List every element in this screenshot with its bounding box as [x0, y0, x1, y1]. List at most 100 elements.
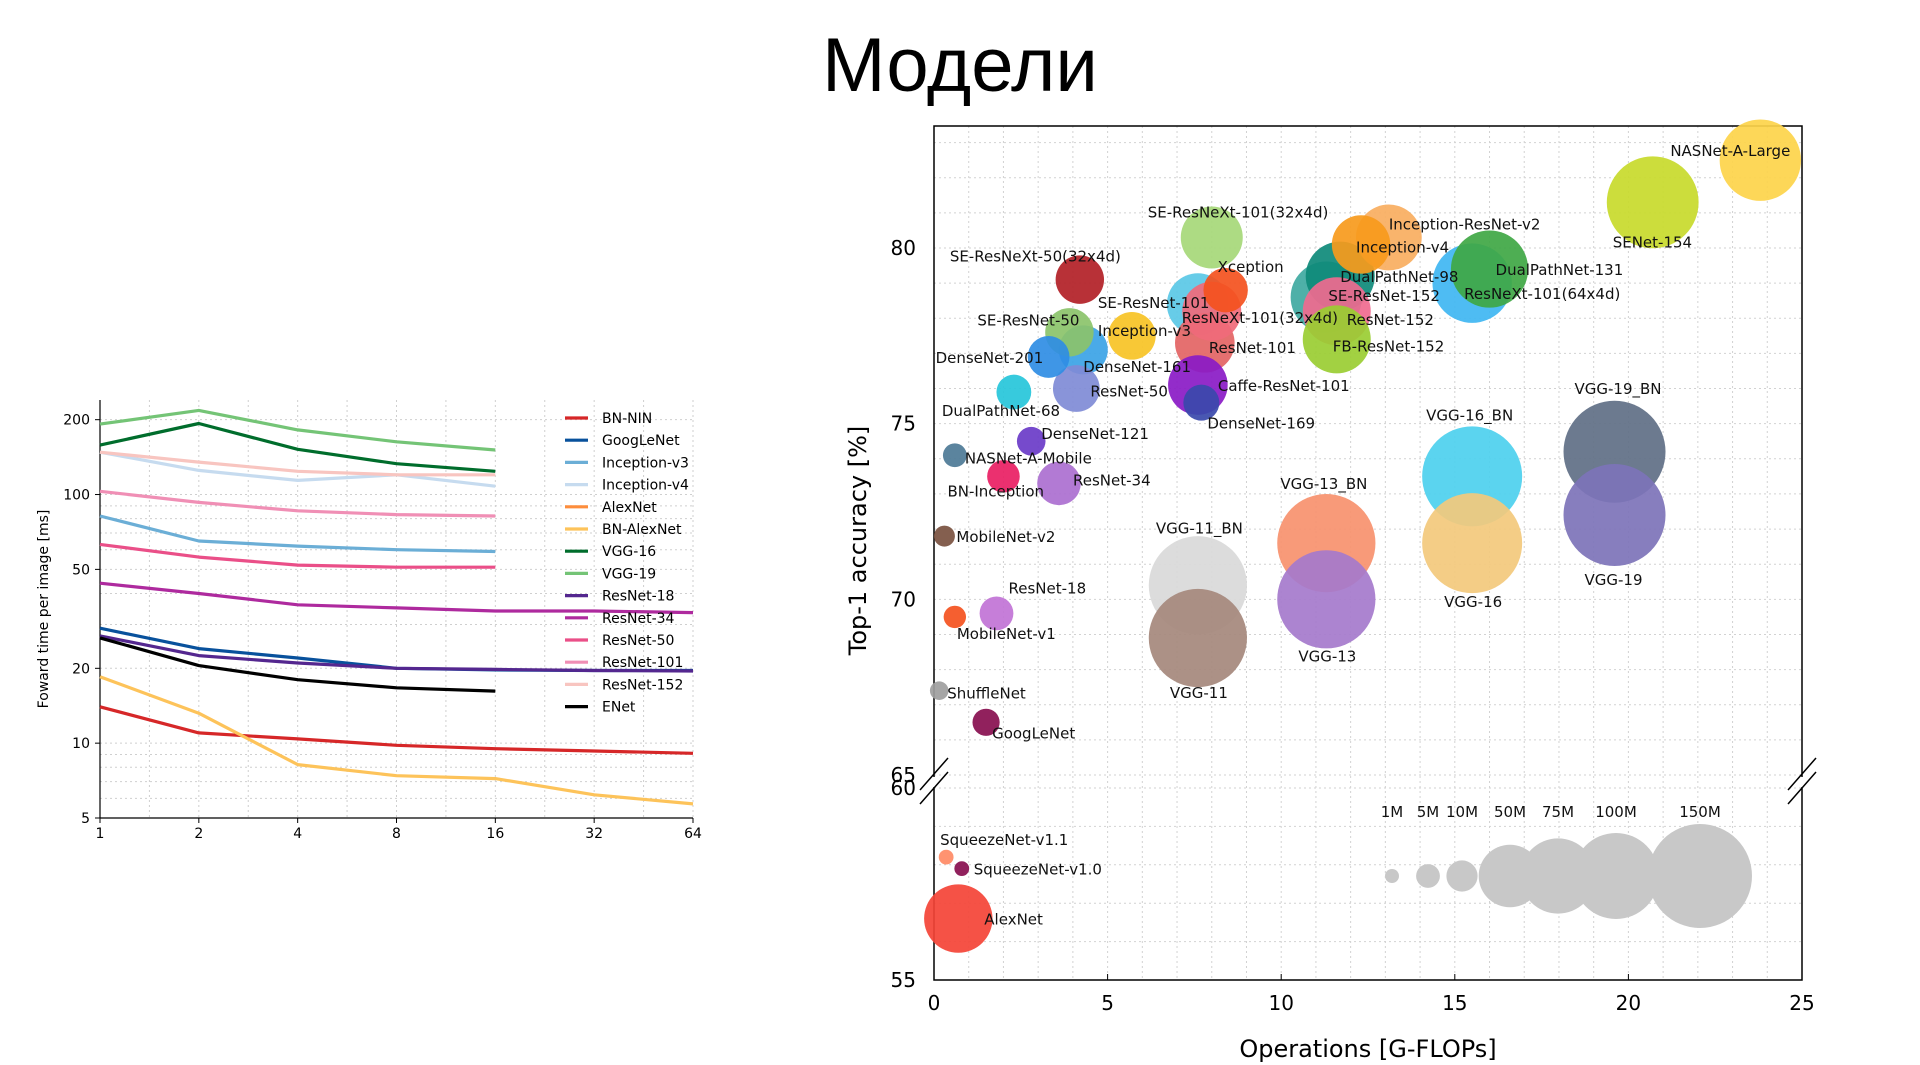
bubble-vgg-16: [1422, 493, 1523, 594]
legend-label-alexnet: AlexNet: [602, 500, 657, 516]
left-x-tick-label: 64: [684, 826, 702, 842]
legend-label-vgg-16: VGG-16: [602, 544, 656, 560]
page-title: Модели: [822, 23, 1098, 108]
bubble-mobilenet-v2: [933, 525, 955, 547]
series-line-resnet-18: [99, 634, 694, 673]
bubble-label-alexnet: AlexNet: [984, 911, 1043, 929]
right-x-tick-label: 10: [1268, 991, 1293, 1015]
bubble-nasnet-a-mobile: [942, 443, 967, 468]
right-x-axis-label: Operations [G-FLOPs]: [1239, 1035, 1496, 1063]
bubble-resnet-34: [1037, 461, 1081, 506]
bubble-label-bn-inception: BN-Inception: [947, 482, 1044, 500]
legend-label-resnet-18: ResNet-18: [602, 589, 674, 605]
bubble-senet-154: [1606, 156, 1699, 249]
right-y-axis-label: Top-1 accuracy [%]: [844, 426, 872, 657]
size-legend-label-100m: 100M: [1595, 803, 1637, 821]
legend-label-inception-v3: Inception-v3: [602, 455, 689, 471]
bubble-label-dualpathnet-68: DualPathNet-68: [942, 402, 1060, 420]
bubble-label-resnet-152: ResNet-152: [1347, 311, 1434, 329]
legend-label-resnet-152: ResNet-152: [602, 677, 683, 693]
size-legend-label-10m: 10M: [1446, 803, 1478, 821]
forward-time-line-chart: 1 2 4 8 16 32 64 5 10 20 50 100 200 Foward time per i…: [36, 400, 702, 842]
bubble-label-vgg-16: VGG-16: [1444, 593, 1502, 611]
right-bubble-labels: NASNet-A-Large SENet-154 SE-ResNeXt-101(32…: [936, 142, 1791, 928]
series-line-resnet-34: [99, 581, 694, 615]
right-bubbles: [924, 119, 1802, 953]
bubble-se-resnext-50-32x4d: [1055, 255, 1105, 304]
bubble-alexnet: [924, 884, 993, 953]
bubble-label-vgg-13: VGG-13: [1298, 647, 1356, 665]
bubble-label-vgg-19: VGG-19: [1585, 571, 1643, 589]
legend-label-vgg-19: VGG-19: [602, 566, 656, 582]
bubble-label-resnet-18: ResNet-18: [1008, 579, 1086, 597]
bubble-label-vgg-11: VGG-11: [1170, 684, 1228, 702]
bubble-label-nasnet-a-mobile: NASNet-A-Mobile: [965, 449, 1092, 467]
left-y-axis-label: Foward time per image [ms]: [36, 510, 52, 709]
size-legend-label-75m: 75M: [1542, 803, 1574, 821]
right-x-tick-label: 0: [928, 991, 941, 1015]
right-y-tick-label: 70: [891, 587, 916, 611]
size-legend-bubble-5m: [1416, 864, 1440, 888]
bubble-vgg-11: [1148, 588, 1247, 688]
bubble-label-resnet-34: ResNet-34: [1073, 471, 1151, 489]
bubble-label-se-resnext-101-32x4d: SE-ResNeXt-101(32x4d): [1148, 203, 1329, 221]
bubble-label-vgg-16-bn: VGG-16_BN: [1426, 406, 1513, 425]
bubble-label-mobilenet-v1: MobileNet-v1: [957, 625, 1056, 643]
axis-break-gap-right: [1790, 777, 1814, 787]
bubble-densenet-169: [1183, 384, 1220, 421]
bubble-resnet-50: [1052, 365, 1100, 412]
left-x-tick-label: 16: [486, 826, 504, 842]
right-y-tick-label: 55: [891, 968, 916, 992]
bubble-inception-v4: [1331, 215, 1391, 274]
bubble-resnet-18: [979, 596, 1014, 631]
bubble-label-se-resnet-50: SE-ResNet-50: [977, 311, 1079, 329]
size-legend: 1M 5M 10M 50M 75M 100M 150M: [1381, 803, 1752, 928]
bubble-vgg-19: [1563, 464, 1666, 567]
bubble-label-xception: Xception: [1218, 258, 1284, 276]
series-line-bn-alexnet: [99, 675, 694, 806]
legend-label-enet: ENet: [602, 700, 636, 716]
legend-label-resnet-101: ResNet-101: [602, 655, 683, 671]
axis-break-mark-right: [1787, 757, 1817, 791]
left-y-tick-label: 20: [72, 661, 90, 677]
bubble-googlenet: [972, 708, 1000, 736]
bubble-label-densenet-201: DenseNet-201: [936, 349, 1044, 367]
bubble-squeezenet-v1-0: [954, 861, 970, 877]
bubble-label-senet-154: SENet-154: [1613, 233, 1692, 251]
right-y-tick-label: 60: [891, 776, 916, 800]
legend-label-resnet-50: ResNet-50: [602, 633, 674, 649]
bubble-dualpathnet-131: [1450, 230, 1529, 308]
bubble-label-densenet-161: DenseNet-161: [1083, 358, 1191, 376]
legend-label-bn-nin: BN-NIN: [602, 411, 652, 427]
bubble-label-resnext-101-64x4d: ResNeXt-101(64x4d): [1464, 285, 1620, 303]
bubble-label-googlenet: GoogLeNet: [992, 724, 1075, 742]
bubble-label-dualpathnet-98: DualPathNet-98: [1340, 268, 1458, 286]
right-y-tick-label: 75: [891, 412, 916, 436]
bubble-label-resnext-101-32x4d: ResNeXt-101(32x4d): [1182, 309, 1338, 327]
left-x-tick-label: 32: [585, 826, 603, 842]
size-legend-label-50m: 50M: [1494, 803, 1526, 821]
bubble-mobilenet-v1: [943, 605, 967, 629]
series-line-bn-nin: [99, 705, 694, 755]
legend-label-bn-alexnet: BN-AlexNet: [602, 522, 682, 538]
bubble-label-resnet-101: ResNet-101: [1209, 339, 1296, 357]
axis-break-gap-left: [922, 777, 946, 787]
bubble-label-dualpathnet-131: DualPathNet-131: [1496, 261, 1624, 279]
series-line-resnet-50: [99, 542, 496, 569]
bubble-inception-v3: [1108, 312, 1156, 360]
size-legend-bubble-1m: [1385, 869, 1399, 883]
bubble-label-vgg-11-bn: VGG-11_BN: [1156, 519, 1243, 538]
left-y-tick-label: 100: [63, 488, 90, 504]
bubble-nasnet-a-large: [1719, 119, 1802, 201]
size-legend-bubble-150m: [1648, 824, 1752, 928]
bubble-bn-inception: [987, 460, 1020, 493]
series-line-resnet-101: [99, 489, 496, 518]
bubble-label-nasnet-a-large: NASNet-A-Large: [1670, 142, 1790, 160]
bubble-label-inception-v4: Inception-v4: [1356, 238, 1449, 256]
size-legend-bubble-10m: [1446, 860, 1478, 892]
bubble-label-mobilenet-v2: MobileNet-v2: [956, 528, 1055, 546]
right-x-tick-label: 15: [1442, 991, 1467, 1015]
right-y-tick-label: 65: [891, 763, 916, 787]
legend-label-resnet-34: ResNet-34: [602, 611, 675, 627]
